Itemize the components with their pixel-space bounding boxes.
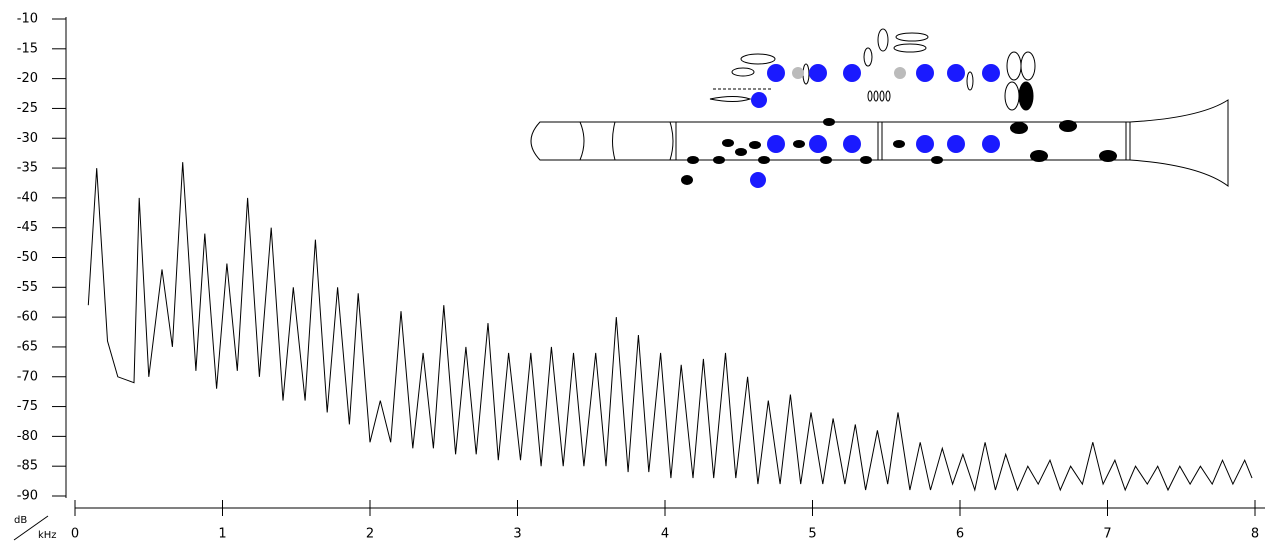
y-tick-label: -75 — [17, 399, 38, 414]
x-tick-label: 1 — [218, 527, 226, 542]
x-tick-label: 6 — [956, 527, 964, 542]
x-axis-label: kHz — [38, 530, 57, 541]
clarinet-diagram — [530, 28, 1229, 187]
clarinet-body — [560, 99, 1229, 187]
y-tick-label: -15 — [17, 41, 38, 56]
y-tick-label: -85 — [17, 459, 38, 474]
barrel — [612, 121, 674, 161]
axis-corner — [13, 515, 49, 541]
y-tick-label: -30 — [17, 131, 38, 146]
y-tick-label: -65 — [17, 339, 38, 354]
y-tick-label: -20 — [17, 71, 38, 86]
y-tick-label: -70 — [17, 369, 38, 384]
tone-holes — [681, 64, 1117, 188]
y-tick-label: -40 — [17, 190, 38, 205]
y-tick-label: -55 — [17, 280, 38, 295]
y-tick-label: -25 — [17, 101, 38, 116]
y-tick-label: -10 — [17, 12, 38, 27]
y-tick-label: -45 — [17, 220, 38, 235]
y-tick-label: -35 — [17, 161, 38, 176]
x-tick-label: 8 — [1251, 527, 1259, 542]
mouthpiece — [530, 121, 585, 161]
x-tick-label: 5 — [808, 527, 816, 542]
y-tick-label: -50 — [17, 250, 38, 265]
spectrum-line — [87, 162, 1253, 492]
x-tick-label: 4 — [661, 527, 669, 542]
y-axis-label: dB — [14, 515, 27, 526]
x-tick-label: 2 — [366, 527, 374, 542]
y-tick-label: -90 — [17, 489, 38, 504]
y-tick-label: -80 — [17, 429, 38, 444]
y-tick-label: -60 — [17, 310, 38, 325]
x-tick-label: 3 — [513, 527, 521, 542]
x-tick-label: 7 — [1103, 527, 1111, 542]
x-tick-label: 0 — [71, 527, 79, 542]
